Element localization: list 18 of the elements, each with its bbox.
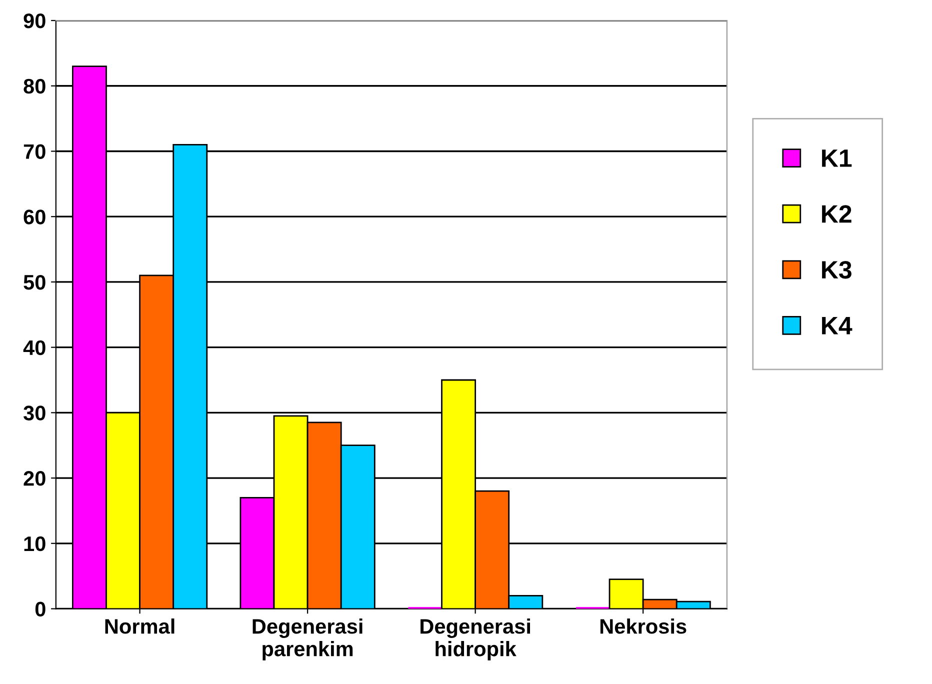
x-tick-label: Degenerasi hidropik (420, 618, 530, 660)
y-tick-label: 90 (24, 14, 46, 28)
legend-label: K3 (822, 260, 852, 279)
x-tick-label: Degenerasi parenkim (252, 618, 362, 660)
y-tick-label: 70 (24, 144, 46, 159)
x-tick-label: Nekrosis (600, 618, 686, 634)
y-tick-label: 40 (23, 340, 46, 356)
y-tick-label: 50 (24, 274, 46, 290)
x-tick-label: Normal (105, 618, 174, 634)
legend-label: K4 (822, 317, 852, 334)
y-tick-label: 20 (24, 471, 46, 486)
legend-label: K1 (822, 150, 852, 167)
y-tick-label: 60 (24, 210, 46, 224)
y-tick-label: 10 (24, 536, 46, 552)
legend-label: K2 (822, 205, 852, 223)
y-tick-label: 0 (35, 602, 46, 617)
y-tick-label: 80 (24, 78, 46, 94)
y-tick-label: 30 (24, 406, 46, 420)
